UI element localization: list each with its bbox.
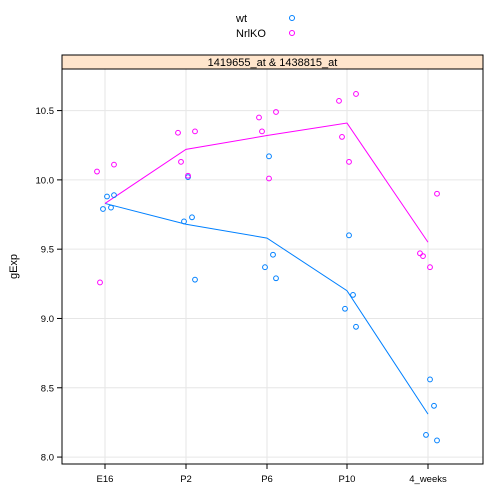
data-point-nrlko [266,175,272,182]
y-tick-label: 10.0 [36,175,55,186]
legend: wt NrlKO [235,13,295,40]
data-point-wt [353,323,359,330]
legend-label-wt: wt [235,13,247,25]
data-point-nrlko [178,158,184,165]
data-point-wt [270,251,276,258]
data-point-wt [346,232,352,239]
x-tick-label: E16 [97,474,114,485]
y-tick-label: 10.5 [36,106,55,117]
data-point-wt [342,305,348,312]
x-tick-label: P10 [339,474,356,485]
x-axis: E16 P2 P6 P10 4_weeks [97,464,447,485]
data-point-nrlko [192,128,198,135]
trend-line-nrlko [104,122,429,243]
data-point-nrlko [273,109,279,115]
y-tick-label: 8.0 [41,453,54,464]
data-point-wt [431,402,437,409]
data-point-nrlko [336,97,342,104]
data-points [94,91,440,444]
data-point-nrlko [346,158,352,165]
legend-label-nrlko: NrlKO [236,28,266,40]
y-axis: 8.0 8.5 9.0 9.5 10.0 10.5 [36,106,62,464]
y-tick-label: 9.5 [41,245,54,256]
data-point-nrlko [185,172,191,179]
y-tick-label: 8.5 [41,383,54,394]
trend-line-wt [104,202,429,415]
data-point-nrlko [434,190,440,197]
data-point-wt [192,276,198,283]
legend-marker-nrlko [289,30,295,36]
data-point-nrlko [427,264,433,271]
data-point-wt [350,292,356,298]
data-point-nrlko [417,250,423,257]
data-point-nrlko [339,134,345,140]
y-tick-label: 9.0 [41,314,54,325]
legend-marker-wt [289,15,295,21]
data-point-nrlko [256,114,262,121]
data-point-wt [266,153,272,160]
data-point-wt [100,206,106,212]
data-point-wt [111,192,117,199]
data-point-wt [427,376,433,383]
data-point-nrlko [97,279,103,286]
data-point-wt [108,204,114,211]
strip-title: 1419655_at & 1438815_at [208,57,338,69]
data-point-nrlko [420,253,426,260]
data-point-wt [189,214,195,221]
data-point-wt [181,218,187,225]
data-point-wt [434,437,440,444]
x-tick-label: P6 [261,474,273,485]
data-point-nrlko [353,91,359,97]
plot-frame [61,68,484,465]
data-point-wt [273,275,279,282]
data-point-nrlko [111,161,117,168]
x-tick-label: P2 [180,474,192,485]
grid-lines [62,69,483,464]
data-point-wt [104,193,110,200]
trend-lines [104,122,429,415]
data-point-wt [262,264,268,271]
x-tick-label: 4_weeks [409,474,447,485]
data-point-wt [423,431,429,438]
data-point-nrlko [175,129,181,136]
data-point-nrlko [259,128,265,135]
y-axis-title: gExp [8,254,20,279]
data-point-nrlko [94,168,100,175]
